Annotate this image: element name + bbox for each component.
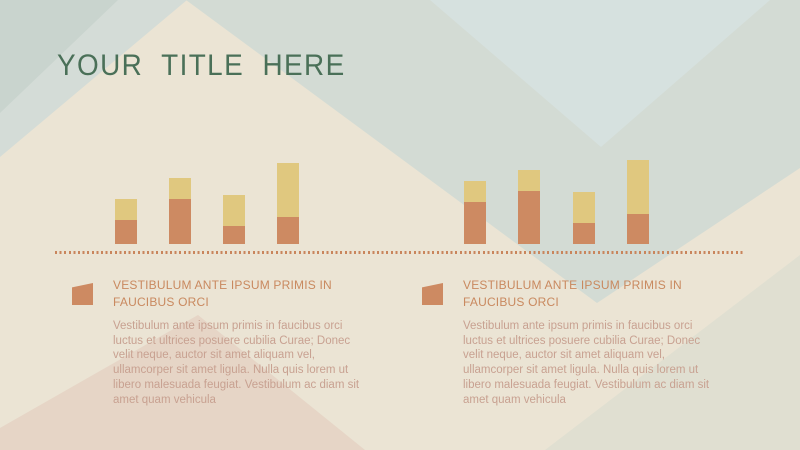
bar-top-segment <box>223 195 245 226</box>
bar-bottom-segment <box>518 191 541 244</box>
text-section-right: VESTIBULUM ANTE IPSUM PRIMIS IN FAUCIBUS… <box>422 277 732 407</box>
dotted-divider <box>55 251 745 254</box>
stacked-bar <box>223 195 245 244</box>
bar-top-segment <box>518 170 541 191</box>
bar-bottom-segment <box>626 214 649 244</box>
bar-top-segment <box>626 160 649 214</box>
stacked-bar-chart-right <box>464 160 649 244</box>
stacked-bar <box>464 181 486 244</box>
square-bullet-icon <box>422 283 443 305</box>
stacked-bar-chart-left <box>115 163 299 244</box>
stacked-bar <box>572 192 595 244</box>
bar-bottom-segment <box>115 220 137 244</box>
bar-top-segment <box>572 192 595 223</box>
stacked-bar <box>518 170 541 244</box>
bar-bottom-segment <box>572 223 595 244</box>
bar-top-segment <box>169 178 191 199</box>
stacked-bar <box>115 199 137 244</box>
stacked-bar <box>169 178 191 244</box>
stacked-bar <box>277 163 299 244</box>
slide-title: YOUR TITLE HERE <box>57 49 346 82</box>
bar-top-segment <box>115 199 137 220</box>
section-body-text: Vestibulum ante ipsum primis in faucibus… <box>113 320 360 406</box>
square-bullet-icon <box>72 283 93 305</box>
stacked-bar <box>626 160 649 244</box>
bar-bottom-segment <box>277 217 299 244</box>
section-body-text: Vestibulum ante ipsum primis in faucibus… <box>463 320 710 406</box>
bar-bottom-segment <box>464 202 486 244</box>
bar-top-segment <box>464 181 486 202</box>
bar-bottom-segment <box>223 226 245 244</box>
section-heading: VESTIBULUM ANTE IPSUM PRIMIS IN FAUCIBUS… <box>463 278 682 309</box>
bar-top-segment <box>277 163 299 217</box>
bar-bottom-segment <box>169 199 191 244</box>
text-section-left: VESTIBULUM ANTE IPSUM PRIMIS IN FAUCIBUS… <box>72 277 382 407</box>
section-heading: VESTIBULUM ANTE IPSUM PRIMIS IN FAUCIBUS… <box>113 278 332 309</box>
